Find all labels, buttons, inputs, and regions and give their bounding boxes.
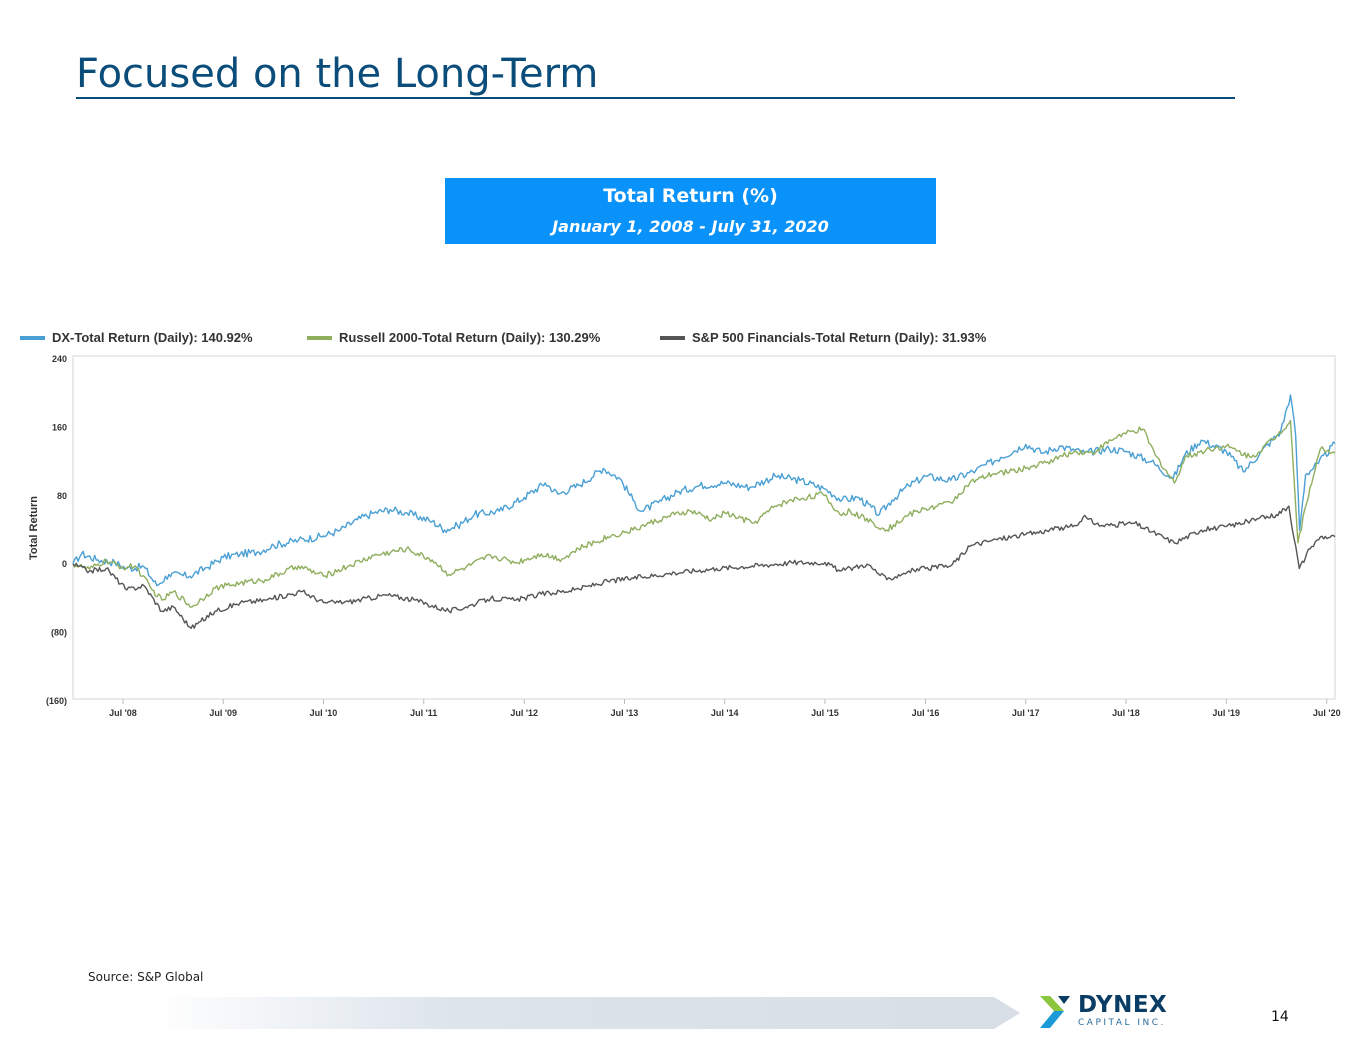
- page-number: 14: [1271, 1009, 1289, 1025]
- dynex-x-icon: [1040, 996, 1070, 1028]
- x-tick-label: Jul '20: [1313, 708, 1341, 718]
- series-line-1: [72, 394, 1336, 587]
- chart-series: [72, 394, 1336, 629]
- page-title: Focused on the Long-Term: [76, 51, 599, 97]
- x-tick-label: Jul '18: [1112, 708, 1140, 718]
- title-underline: [76, 97, 1235, 99]
- series-line-2: [72, 419, 1336, 608]
- y-tick-label: (80): [51, 628, 67, 638]
- x-tick-label: Jul '17: [1012, 708, 1040, 718]
- legend-label: Russell 2000-Total Return (Daily): 130.2…: [339, 330, 601, 345]
- chart-header-box: Total Return (%) January 1, 2008 - July …: [445, 178, 936, 244]
- plot-area-frame: [72, 355, 1336, 700]
- x-tick-label: Jul '08: [109, 708, 137, 718]
- x-tick-label: Jul '19: [1212, 708, 1240, 718]
- y-tick-label: 160: [52, 422, 67, 432]
- dynex-logo: DYNEX CAPITAL INC.: [1038, 992, 1188, 1032]
- chart-header-date-range: January 1, 2008 - July 31, 2020: [552, 217, 829, 236]
- x-tick-label: Jul '15: [811, 708, 839, 718]
- logo-subtitle: CAPITAL INC.: [1078, 1018, 1166, 1028]
- x-tick-label: Jul '13: [611, 708, 639, 718]
- chart-header-title: Total Return (%): [603, 185, 778, 207]
- x-tick-label: Jul '10: [310, 708, 338, 718]
- x-tick-label: Jul '14: [711, 708, 739, 718]
- footer-band: [150, 997, 1020, 1029]
- y-tick-label: (160): [46, 696, 67, 706]
- y-axis-label: Total Return: [28, 496, 40, 560]
- x-tick-label: Jul '16: [912, 708, 940, 718]
- source-note: Source: S&P Global: [88, 970, 204, 984]
- legend-swatch: [660, 336, 685, 340]
- legend-label: S&P 500 Financials-Total Return (Daily):…: [692, 330, 987, 345]
- y-tick-label: 80: [57, 491, 67, 501]
- logo-wordmark: DYNEX: [1078, 992, 1168, 1018]
- total-return-chart: DX-Total Return (Daily): 140.92% Russell …: [20, 330, 1341, 718]
- x-tick-label: Jul '12: [510, 708, 538, 718]
- x-tick-label: Jul '11: [410, 708, 437, 718]
- legend-label: DX-Total Return (Daily): 140.92%: [52, 330, 253, 345]
- chart-legend: DX-Total Return (Daily): 140.92% Russell …: [20, 330, 987, 345]
- legend-swatch: [20, 336, 45, 340]
- y-axis: 240 160 80 0 (80) (160): [46, 354, 67, 706]
- x-axis: Jul '08 Jul '09 Jul '10 Jul '11 Jul '12 Jul '…: [109, 699, 1341, 718]
- y-tick-label: 0: [62, 559, 67, 569]
- series-line-3: [72, 505, 1336, 629]
- legend-swatch: [307, 336, 332, 340]
- y-tick-label: 240: [52, 354, 67, 364]
- x-tick-label: Jul '09: [209, 708, 237, 718]
